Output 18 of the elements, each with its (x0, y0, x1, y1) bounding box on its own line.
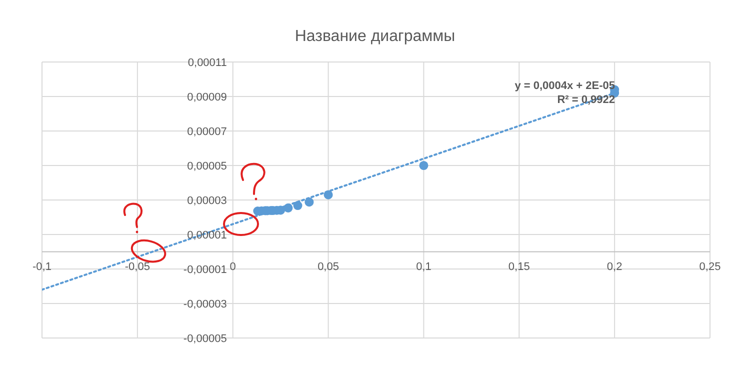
x-tick-label: -0,1 (32, 260, 52, 273)
y-tick-label: -0,00001 (183, 264, 227, 276)
annotation: y = 0,0004x + 2E-05 (514, 80, 615, 92)
x-tick-label: -0,05 (124, 260, 150, 273)
y-tick-label: -0,00005 (183, 333, 227, 345)
x-tick-label: 0 (230, 260, 236, 273)
x-tick-label: 0,2 (606, 260, 622, 273)
y-tick-label: 0,00003 (187, 195, 227, 207)
x-tick-label: 0,1 (416, 260, 432, 273)
y-tick-label: 0,00007 (187, 126, 227, 138)
y-tick-label: 0,00005 (187, 160, 227, 172)
y-tick-label: 0,00011 (188, 57, 227, 69)
x-tick-label: 0,05 (318, 260, 339, 273)
x-tick-label: 0,25 (699, 260, 721, 273)
y-tick-label: 0,00009 (187, 92, 227, 104)
chart-title: Название диаграммы (294, 28, 456, 46)
y-tick-label: -0,00003 (183, 298, 227, 310)
x-tick-label: 0,15 (508, 260, 530, 273)
